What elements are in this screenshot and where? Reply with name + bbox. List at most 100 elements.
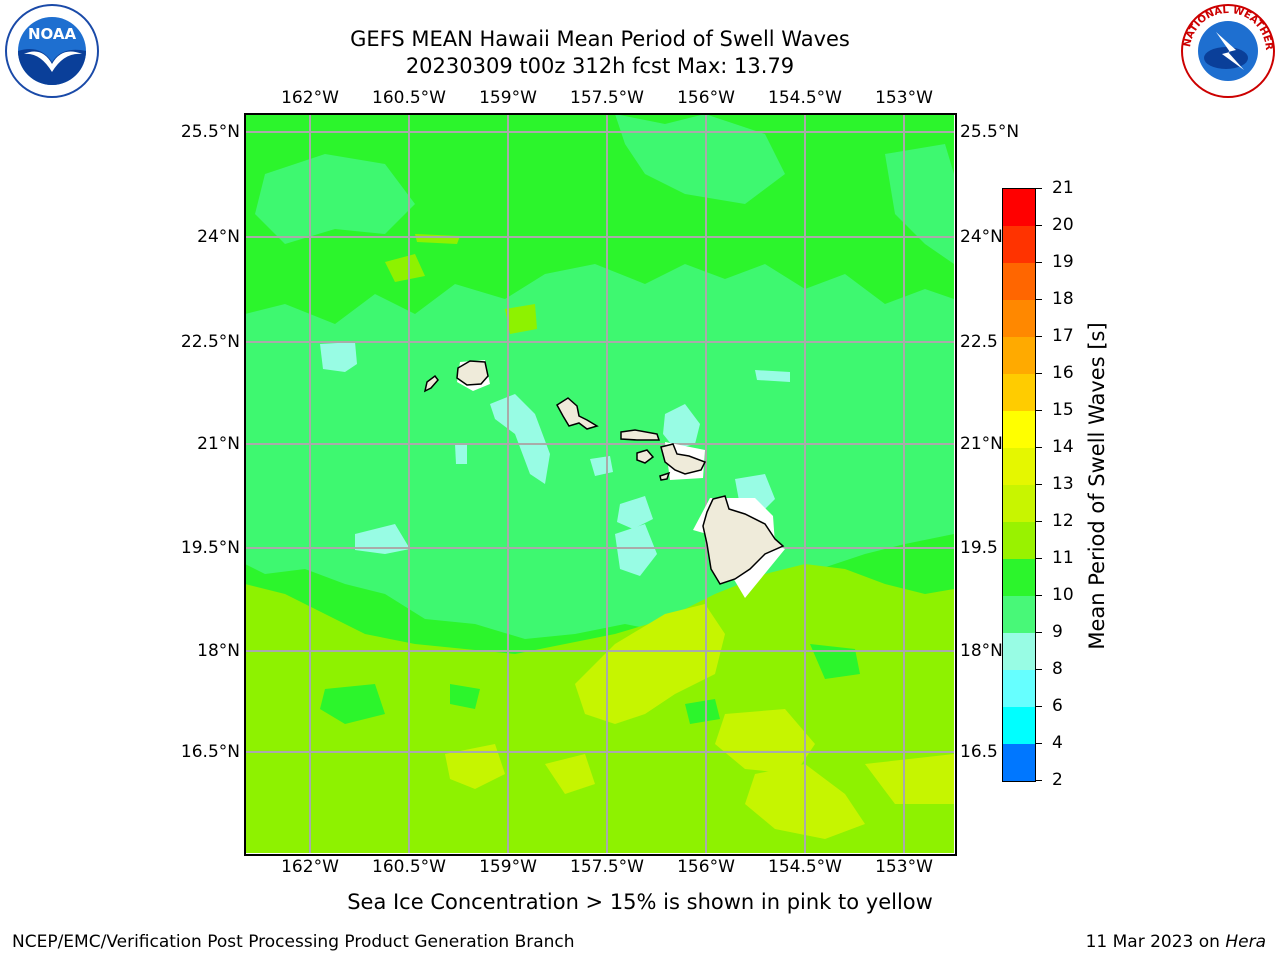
colorbar-tick-mark xyxy=(1035,336,1042,337)
colorbar-tick-label: 10 xyxy=(1052,585,1074,605)
field-9-10 xyxy=(617,496,653,529)
lat-label-right: 18°N xyxy=(960,641,1003,661)
lat-label-right: 16.5 xyxy=(960,742,998,762)
field-13-14 xyxy=(715,709,815,774)
colorbar-tick-label: 12 xyxy=(1052,511,1074,531)
lat-label-right: 21°N xyxy=(960,434,1003,454)
island-kauai xyxy=(456,360,489,386)
colorbar-tick-mark xyxy=(1035,558,1042,559)
lat-label-left: 25.5°N xyxy=(180,122,240,142)
field-13-14 xyxy=(575,604,725,724)
colorbar-segment xyxy=(1003,226,1035,264)
colorbar-segment xyxy=(1003,337,1035,375)
island-lanai xyxy=(636,449,655,464)
lat-label-left: 21°N xyxy=(197,434,240,454)
colorbar-tick-mark xyxy=(1035,410,1042,411)
colorbar-tick-label: 4 xyxy=(1052,733,1063,753)
colorbar-tick-mark xyxy=(1035,484,1042,485)
noaa-logo: NOAA xyxy=(2,2,102,100)
colorbar-segment xyxy=(1003,744,1035,782)
field-12-13 xyxy=(385,254,425,282)
graticule xyxy=(245,114,954,853)
colorbar-segment xyxy=(1003,411,1035,449)
field-11-12 xyxy=(320,684,385,724)
field-9-10 xyxy=(490,394,550,484)
island-maui xyxy=(660,443,707,475)
colorbar-segment xyxy=(1003,633,1035,671)
lon-label-bottom: 157.5°W xyxy=(570,857,644,877)
lat-label-right: 24°N xyxy=(960,227,1003,247)
lat-label-left: 18°N xyxy=(197,641,240,661)
island-oahu xyxy=(556,397,599,430)
colorbar-tick-mark xyxy=(1035,521,1042,522)
colorbar-segment xyxy=(1003,707,1035,745)
field-13-14 xyxy=(865,754,954,804)
lon-label-bottom: 154.5°W xyxy=(768,857,842,877)
hawaiian-islands xyxy=(423,360,785,585)
field-9-10 xyxy=(455,444,467,464)
field-13-14 xyxy=(445,744,505,789)
colorbar-tick-label: 11 xyxy=(1052,548,1074,568)
colorbar-segment xyxy=(1003,448,1035,486)
colorbar-tick-label: 15 xyxy=(1052,400,1074,420)
lon-label-bottom: 156°W xyxy=(677,857,735,877)
lon-label-top: 162°W xyxy=(281,88,339,108)
colorbar-tick-mark xyxy=(1035,299,1042,300)
lon-label-top: 156°W xyxy=(677,88,735,108)
colorbar-tick-mark xyxy=(1035,225,1042,226)
lon-label-bottom: 162°W xyxy=(281,857,339,877)
colorbar xyxy=(1002,188,1036,782)
colorbar-tick-label: 19 xyxy=(1052,252,1074,272)
colorbar-tick-label: 18 xyxy=(1052,289,1074,309)
colorbar-tick-mark xyxy=(1035,262,1042,263)
field-11-12 xyxy=(810,644,860,679)
lat-label-right: 25.5°N xyxy=(960,122,1020,142)
colorbar-tick-label: 21 xyxy=(1052,178,1074,198)
field-9-10 xyxy=(355,524,410,554)
colorbar-tick-label: 14 xyxy=(1052,437,1074,457)
svg-text:NOAA: NOAA xyxy=(28,25,77,43)
island-kahoolawe xyxy=(659,471,671,481)
field-10-11 xyxy=(885,144,954,264)
lat-label-left: 19.5°N xyxy=(180,538,240,558)
colorbar-tick-mark xyxy=(1035,595,1042,596)
colorbar-tick-label: 20 xyxy=(1052,215,1074,235)
colorbar-tick-label: 13 xyxy=(1052,474,1074,494)
chart-subtitle: 20230309 t00z 312h fcst Max: 13.79 xyxy=(405,54,795,78)
field-10-11 xyxy=(615,114,785,204)
credit-date: 11 Mar 2023 on xyxy=(1085,932,1226,952)
field-11-12 xyxy=(450,684,480,709)
field-13-14 xyxy=(545,754,595,794)
colorbar-tick-label: 2 xyxy=(1052,770,1063,790)
lon-label-top: 159°W xyxy=(479,88,537,108)
colorbar-tick-mark xyxy=(1035,632,1042,633)
lon-label-bottom: 160.5°W xyxy=(372,857,446,877)
lon-label-bottom: 159°W xyxy=(479,857,537,877)
colorbar-tick-mark xyxy=(1035,373,1042,374)
chart-title: GEFS MEAN Hawaii Mean Period of Swell Wa… xyxy=(350,27,850,51)
field-12-13 xyxy=(505,304,537,334)
lon-label-top: 153°W xyxy=(875,88,933,108)
colorbar-tick-mark xyxy=(1035,188,1042,189)
lat-label-right: 19.5 xyxy=(960,538,998,558)
colorbar-segment xyxy=(1003,189,1035,227)
map-area[interactable] xyxy=(245,114,954,853)
colorbar-tick-label: 9 xyxy=(1052,622,1063,642)
lat-label-left: 16.5°N xyxy=(180,742,240,762)
caption: Sea Ice Concentration > 15% is shown in … xyxy=(347,890,933,914)
colorbar-segment xyxy=(1003,485,1035,523)
colorbar-tick-mark xyxy=(1035,447,1042,448)
colorbar-tick-mark xyxy=(1035,743,1042,744)
colorbar-segment xyxy=(1003,522,1035,560)
field-11-12 xyxy=(685,699,720,724)
colorbar-tick-mark xyxy=(1035,706,1042,707)
field-9-10 xyxy=(615,524,657,576)
field-10-11 xyxy=(255,154,415,244)
colorbar-tick-label: 16 xyxy=(1052,363,1074,383)
colorbar-segment xyxy=(1003,670,1035,708)
lat-label-right: 22.5 xyxy=(960,332,998,352)
colorbar-segment xyxy=(1003,596,1035,634)
lon-label-top: 157.5°W xyxy=(570,88,644,108)
field-9-10 xyxy=(663,404,700,449)
lon-label-top: 160.5°W xyxy=(372,88,446,108)
